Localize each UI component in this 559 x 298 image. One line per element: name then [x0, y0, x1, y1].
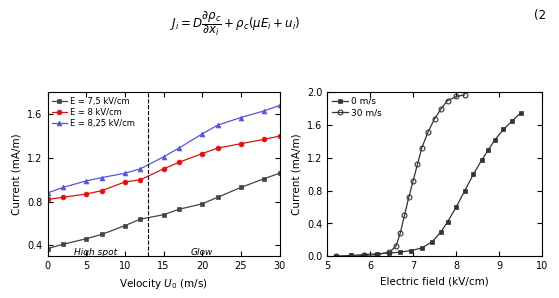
E = 8,25 kV/cm	[176, 146, 182, 150]
E = 8,25 kV/cm	[137, 167, 144, 171]
30 m/s	[347, 254, 354, 258]
E = 8 kV/cm	[199, 152, 206, 155]
E = 8 kV/cm	[276, 134, 283, 138]
0 m/s	[461, 189, 468, 193]
E = 8,25 kV/cm	[98, 176, 105, 179]
E = 8,25 kV/cm	[121, 171, 128, 175]
0 m/s	[360, 253, 367, 256]
Line: E = 8,25 kV/cm: E = 8,25 kV/cm	[45, 103, 282, 195]
E = 8 kV/cm	[121, 180, 128, 184]
30 m/s	[332, 254, 339, 258]
0 m/s	[429, 240, 436, 243]
E = 7,5 kV/cm	[60, 243, 67, 246]
30 m/s	[373, 253, 380, 256]
E = 7,5 kV/cm	[121, 224, 128, 227]
30 m/s	[418, 146, 425, 150]
0 m/s	[418, 246, 425, 250]
E = 8 kV/cm	[160, 167, 167, 171]
E = 8 kV/cm	[60, 195, 67, 199]
30 m/s	[425, 130, 432, 134]
E = 7,5 kV/cm	[214, 195, 221, 199]
30 m/s	[397, 232, 404, 235]
0 m/s	[373, 252, 380, 256]
0 m/s	[500, 128, 507, 131]
Line: E = 7,5 kV/cm: E = 7,5 kV/cm	[45, 171, 282, 251]
Legend: 0 m/s, 30 m/s: 0 m/s, 30 m/s	[330, 95, 384, 119]
E = 8,25 kV/cm	[238, 116, 244, 119]
0 m/s	[386, 251, 393, 255]
E = 8 kV/cm	[137, 178, 144, 181]
0 m/s	[347, 254, 354, 257]
30 m/s	[410, 179, 416, 183]
Text: Glow: Glow	[191, 248, 214, 257]
E = 8 kV/cm	[98, 189, 105, 193]
Legend: E = 7,5 kV/cm, E = 8 kV/cm, E = 8,25 kV/cm: E = 7,5 kV/cm, E = 8 kV/cm, E = 8,25 kV/…	[50, 95, 136, 129]
Text: High spot: High spot	[74, 248, 117, 257]
0 m/s	[444, 220, 451, 224]
30 m/s	[438, 107, 444, 111]
0 m/s	[453, 205, 459, 209]
0 m/s	[479, 158, 485, 162]
Line: 30 m/s: 30 m/s	[333, 92, 467, 259]
E = 8,25 kV/cm	[83, 179, 89, 183]
Line: E = 8 kV/cm: E = 8 kV/cm	[45, 134, 282, 202]
30 m/s	[461, 93, 468, 97]
E = 8,25 kV/cm	[260, 109, 267, 113]
0 m/s	[438, 230, 444, 234]
0 m/s	[408, 249, 414, 252]
E = 7,5 kV/cm	[160, 213, 167, 217]
E = 8 kV/cm	[83, 192, 89, 196]
E = 7,5 kV/cm	[276, 171, 283, 175]
0 m/s	[332, 254, 339, 258]
E = 8 kV/cm	[238, 142, 244, 145]
X-axis label: Velocity $U_0$ (m/s): Velocity $U_0$ (m/s)	[119, 277, 208, 291]
30 m/s	[401, 213, 408, 217]
E = 8,25 kV/cm	[199, 132, 206, 136]
E = 7,5 kV/cm	[83, 237, 89, 240]
E = 8,25 kV/cm	[60, 186, 67, 189]
0 m/s	[470, 173, 477, 176]
E = 8,25 kV/cm	[44, 191, 51, 195]
E = 7,5 kV/cm	[238, 186, 244, 189]
Text: $J_i = D\dfrac{\partial \rho_c}{\partial x_i} + \rho_c(\mu E_i + u_i)$: $J_i = D\dfrac{\partial \rho_c}{\partial…	[169, 9, 300, 38]
Text: (2: (2	[534, 9, 546, 22]
30 m/s	[444, 99, 451, 103]
30 m/s	[453, 95, 459, 98]
Y-axis label: Current (mA/m): Current (mA/m)	[291, 134, 301, 215]
E = 7,5 kV/cm	[44, 247, 51, 250]
0 m/s	[517, 111, 524, 115]
0 m/s	[397, 250, 404, 254]
Y-axis label: Current (mA/m): Current (mA/m)	[12, 134, 22, 215]
E = 7,5 kV/cm	[260, 177, 267, 181]
30 m/s	[386, 250, 393, 254]
30 m/s	[360, 254, 367, 257]
E = 8 kV/cm	[214, 146, 221, 150]
0 m/s	[509, 119, 515, 123]
Line: 0 m/s: 0 m/s	[333, 111, 523, 259]
0 m/s	[485, 148, 492, 151]
E = 7,5 kV/cm	[98, 233, 105, 236]
E = 8 kV/cm	[176, 161, 182, 164]
E = 7,5 kV/cm	[176, 207, 182, 211]
E = 8 kV/cm	[44, 198, 51, 201]
0 m/s	[491, 138, 498, 142]
E = 7,5 kV/cm	[137, 217, 144, 221]
E = 8 kV/cm	[260, 138, 267, 141]
E = 7,5 kV/cm	[199, 202, 206, 206]
E = 8,25 kV/cm	[214, 123, 221, 127]
E = 8,25 kV/cm	[160, 155, 167, 159]
X-axis label: Electric field (kV/cm): Electric field (kV/cm)	[380, 277, 489, 287]
30 m/s	[405, 195, 412, 199]
30 m/s	[432, 117, 438, 120]
30 m/s	[414, 163, 421, 166]
30 m/s	[392, 245, 399, 248]
E = 8,25 kV/cm	[276, 104, 283, 107]
